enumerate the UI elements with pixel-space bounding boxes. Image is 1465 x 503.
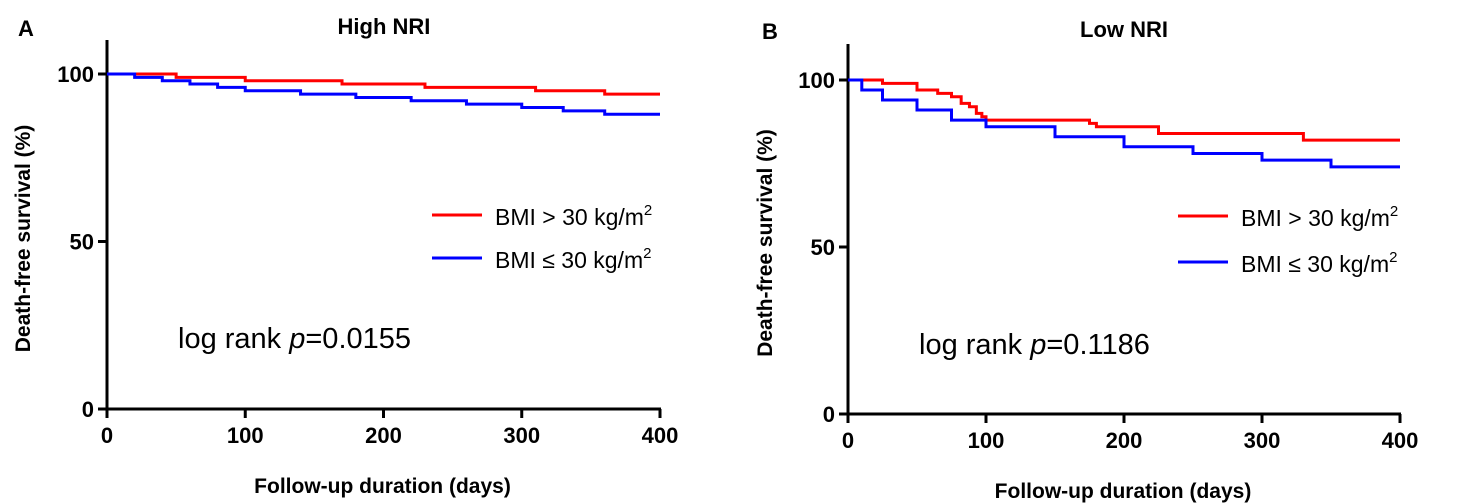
x-tick-label: 0	[101, 423, 113, 448]
x-axis-label: Follow-up duration (days)	[254, 475, 511, 498]
y-tick-label: 100	[57, 62, 94, 87]
legend-label: BMI > 30 kg/m2	[495, 202, 652, 230]
chart-title: Low NRI	[1080, 17, 1168, 42]
series-line-bmi-30-or-less	[848, 78, 1400, 169]
legend-label-superscript: 2	[644, 202, 652, 219]
legend-label: BMI ≤ 30 kg/m2	[1241, 249, 1397, 277]
x-tick-label: 300	[1244, 428, 1281, 453]
annotation-p-value: =0.1186	[1046, 329, 1149, 361]
x-tick-label: 0	[842, 428, 854, 453]
x-tick-label: 100	[227, 423, 264, 448]
x-tick-label: 300	[503, 423, 540, 448]
legend-label: BMI ≤ 30 kg/m2	[495, 245, 651, 273]
y-tick-label: 0	[823, 402, 835, 427]
annotation-prefix: log rank	[919, 329, 1030, 361]
log-rank-annotation: log rank p=0.0155	[178, 323, 411, 355]
legend-label-text: BMI ≤ 30 kg/m	[1241, 251, 1389, 277]
log-rank-annotation: log rank p=0.1186	[919, 329, 1150, 361]
chart-title: High NRI	[338, 14, 431, 39]
panel-letter: B	[762, 19, 778, 44]
y-tick-label: 100	[798, 68, 835, 93]
legend-label-superscript: 2	[1390, 203, 1398, 220]
x-tick-label: 200	[1106, 428, 1143, 453]
annotation-p-value: =0.0155	[305, 323, 411, 355]
x-tick-label: 200	[365, 423, 402, 448]
legend-label-text: BMI > 30 kg/m	[495, 204, 644, 230]
legend-label-superscript: 2	[1389, 249, 1397, 266]
legend-label-text: BMI > 30 kg/m	[1241, 205, 1390, 231]
x-tick-label: 400	[1382, 428, 1419, 453]
y-tick-label: 50	[70, 230, 94, 255]
annotation-p-symbol: p	[1029, 329, 1046, 361]
y-axis-label: Death-free survival (%)	[12, 125, 35, 353]
series-line-bmi-over-30	[848, 78, 1400, 142]
x-axis-label: Follow-up duration (days)	[995, 480, 1252, 503]
legend-label: BMI > 30 kg/m2	[1241, 203, 1398, 231]
y-tick-label: 50	[811, 235, 835, 260]
series-line-bmi-over-30	[107, 72, 660, 96]
y-tick-label: 0	[82, 397, 94, 422]
chart-panel-a: A High NRI 0 100 200 300 400 0 50 100 Follow-up du…	[12, 14, 678, 498]
y-axis-label: Death-free survival (%)	[754, 129, 777, 357]
x-tick-label: 100	[968, 428, 1005, 453]
legend-label-text: BMI ≤ 30 kg/m	[495, 247, 643, 273]
panel-letter: A	[18, 16, 34, 41]
annotation-p-symbol: p	[288, 323, 305, 355]
chart-panel-b: B Low NRI 0 100 200 300 400 0 50 100 Follow-up dur…	[754, 17, 1418, 503]
legend-label-superscript: 2	[643, 245, 651, 262]
annotation-prefix: log rank	[178, 323, 289, 355]
series-line-bmi-30-or-less	[107, 72, 660, 116]
x-tick-label: 400	[642, 423, 679, 448]
